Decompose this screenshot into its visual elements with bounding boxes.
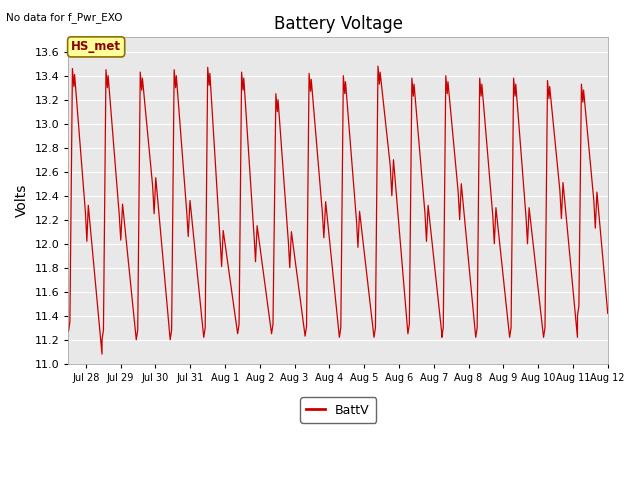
Text: No data for f_Pwr_EXO: No data for f_Pwr_EXO [6, 12, 123, 23]
Text: HS_met: HS_met [71, 40, 121, 53]
Title: Battery Voltage: Battery Voltage [274, 15, 403, 33]
Legend: BattV: BattV [300, 397, 376, 423]
Y-axis label: Volts: Volts [15, 184, 29, 217]
